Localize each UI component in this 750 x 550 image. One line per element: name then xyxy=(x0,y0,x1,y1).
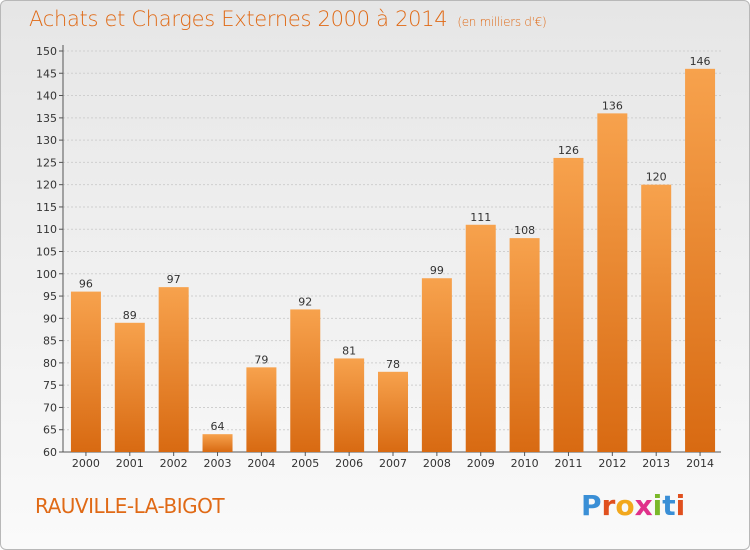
y-tick-label: 105 xyxy=(36,246,57,259)
y-tick-label: 135 xyxy=(36,112,57,125)
y-tick-label: 150 xyxy=(36,45,57,58)
bar-2012 xyxy=(597,113,628,452)
x-tick-label: 2007 xyxy=(379,457,407,470)
chart-title-text: Achats et Charges Externes 2000 à 2014 xyxy=(29,7,448,31)
bar-2002 xyxy=(158,287,189,452)
bar-2003 xyxy=(202,434,233,452)
bar-2008 xyxy=(421,278,452,452)
x-tick-label: 2002 xyxy=(160,457,188,470)
value-label: 108 xyxy=(514,224,535,237)
bar-2011 xyxy=(553,157,584,452)
y-tick-label: 60 xyxy=(43,446,57,459)
y-tick-label: 85 xyxy=(43,335,57,348)
value-label: 81 xyxy=(342,344,356,357)
logo-letter: x xyxy=(634,489,653,522)
value-label: 111 xyxy=(470,211,491,224)
x-tick-label: 2005 xyxy=(291,457,319,470)
bar-2001 xyxy=(114,322,145,452)
bar-2007 xyxy=(378,371,408,452)
x-tick-label: 2012 xyxy=(598,457,626,470)
bar-2005 xyxy=(290,309,321,452)
bar-2004 xyxy=(246,367,277,452)
x-tick-label: 2011 xyxy=(554,457,582,470)
y-tick-label: 110 xyxy=(36,223,57,236)
bars xyxy=(70,68,716,453)
chart-subtitle: (en milliers d'€) xyxy=(457,15,547,29)
y-tick-label: 115 xyxy=(36,201,57,214)
bar-2014 xyxy=(685,68,716,453)
value-label: 126 xyxy=(558,144,579,157)
y-tick-label: 140 xyxy=(36,90,57,103)
place-name: RAUVILLE-LA-BIGOT xyxy=(35,494,225,518)
value-label: 99 xyxy=(430,264,444,277)
x-tick-label: 2000 xyxy=(72,457,100,470)
x-tick-labels: 2000 2001 2002 2003 2004 2005 2006 2007 2008 2009… xyxy=(72,457,714,470)
value-label: 79 xyxy=(254,353,268,366)
value-label: 64 xyxy=(211,420,225,433)
y-tick-label: 90 xyxy=(43,312,57,325)
value-label: 78 xyxy=(386,358,400,371)
x-tick-label: 2004 xyxy=(247,457,275,470)
value-label: 146 xyxy=(690,55,711,68)
y-tick-label: 65 xyxy=(43,424,57,437)
y-tick-label: 80 xyxy=(43,357,57,370)
x-tick-label: 2013 xyxy=(642,457,670,470)
bar-2000 xyxy=(70,291,101,452)
bar-2009 xyxy=(465,224,496,452)
value-label: 92 xyxy=(298,295,312,308)
value-label: 120 xyxy=(646,171,667,184)
bar-2010 xyxy=(509,238,540,452)
value-label: 136 xyxy=(602,99,623,112)
logo-letter: i xyxy=(675,489,686,522)
x-tick-label: 2001 xyxy=(116,457,144,470)
logo-letter: i xyxy=(652,489,663,522)
y-tick-label: 130 xyxy=(36,134,57,147)
logo-letter: P xyxy=(581,489,602,522)
y-tick-label: 125 xyxy=(36,156,57,169)
value-label: 89 xyxy=(123,309,137,322)
y-tick-label: 145 xyxy=(36,67,57,80)
logo-letter: o xyxy=(615,489,635,522)
y-tick-label: 100 xyxy=(36,268,57,281)
chart-title: Achats et Charges Externes 2000 à 2014 (e… xyxy=(29,7,547,31)
x-tick-label: 2006 xyxy=(335,457,363,470)
logo-letter: r xyxy=(601,489,616,522)
value-labels: 96 89 97 64 79 92 81 78 99 111 108 126 136 120 146 xyxy=(79,55,711,433)
x-tick-label: 2010 xyxy=(511,457,539,470)
bar-2006 xyxy=(334,358,365,452)
y-tick-label: 120 xyxy=(36,179,57,192)
y-tick-label: 70 xyxy=(43,401,57,414)
y-tick-labels: 60 65 70 75 80 85 90 95 100 105 110 115 120 125 130 135… xyxy=(36,45,57,459)
x-tick-label: 2003 xyxy=(204,457,232,470)
logo-letter: t xyxy=(662,489,676,522)
value-label: 97 xyxy=(167,273,181,286)
bar-2013 xyxy=(641,184,672,452)
value-label: 96 xyxy=(79,278,93,291)
x-tick-label: 2014 xyxy=(686,457,714,470)
y-tick-label: 95 xyxy=(43,290,57,303)
x-tick-label: 2008 xyxy=(423,457,451,470)
proxiti-logo: Proxiti xyxy=(581,489,685,522)
y-tick-label: 75 xyxy=(43,379,57,392)
x-tick-label: 2009 xyxy=(467,457,495,470)
